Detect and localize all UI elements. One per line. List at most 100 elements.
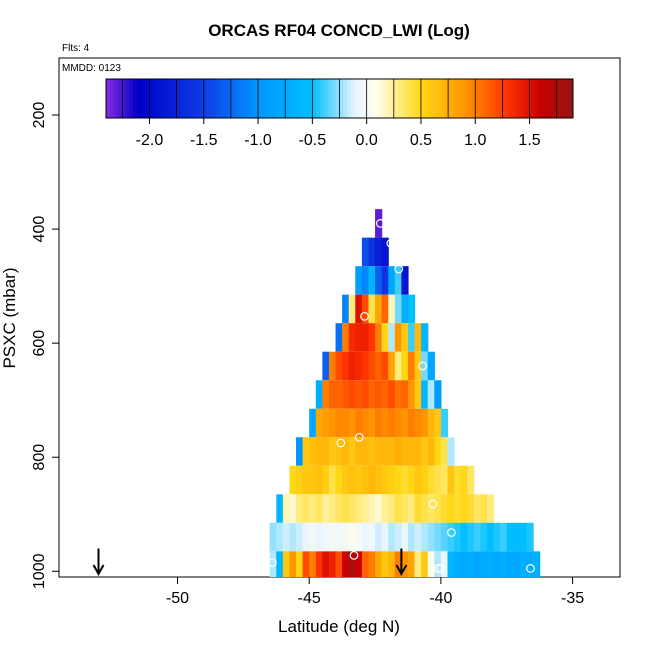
heatmap-cell	[434, 380, 442, 409]
colorbar-segment	[382, 79, 387, 118]
heatmap-cell	[309, 494, 317, 523]
colorbar-segment	[421, 79, 426, 118]
heatmap-cell	[454, 522, 462, 552]
colorbar-segment	[296, 79, 302, 118]
heatmap-cell	[401, 551, 409, 577]
heatmap-cell	[361, 494, 370, 523]
heatmap-cell	[394, 380, 402, 409]
heatmap-cell	[375, 551, 383, 577]
heatmap-cell	[381, 237, 389, 267]
colorbar-segment	[483, 79, 488, 118]
heatmap-cell	[388, 266, 396, 295]
heatmap-cell	[401, 351, 409, 381]
colorbar-segment	[502, 79, 508, 118]
colorbar-segment	[440, 79, 446, 118]
colorbar-segment	[273, 79, 278, 118]
heatmap-cell	[414, 465, 422, 495]
heatmap-cell	[335, 380, 343, 409]
heatmap-cell	[526, 522, 534, 552]
colorbar-segment	[530, 79, 535, 118]
colorbar-segment	[133, 79, 138, 118]
heatmap-cell	[421, 522, 429, 552]
heatmap-cell	[434, 408, 442, 438]
colorbar-segment	[308, 79, 313, 118]
heatmap-cell	[322, 522, 330, 552]
heatmap-cell	[289, 522, 297, 552]
heatmap-cell	[368, 266, 376, 295]
heatmap-cell	[467, 494, 475, 523]
heatmap-cell	[447, 437, 455, 466]
heatmap-cell	[375, 351, 383, 381]
heatmap-cell	[454, 494, 462, 523]
heatmap-cell	[348, 465, 356, 495]
colorbar-segment	[269, 79, 274, 118]
heatmap-cell	[486, 522, 495, 552]
heatmap-cell	[309, 437, 317, 466]
colorbar-segment	[351, 79, 356, 118]
sample-marker	[354, 432, 364, 442]
colorbar-segment	[343, 79, 348, 118]
colorbar-segment	[187, 79, 193, 118]
heatmap-cell	[269, 522, 277, 552]
heatmap-cell	[335, 551, 343, 577]
heatmap-cell	[407, 551, 416, 577]
heatmap-cell	[368, 408, 376, 438]
heatmap-cell	[401, 323, 409, 352]
heatmap-cell	[282, 494, 291, 523]
heatmap-cell	[375, 237, 383, 267]
colorbar-segment	[203, 79, 208, 118]
heatmap-cell	[368, 380, 376, 409]
heatmap-cell	[394, 323, 402, 352]
colorbar-segment	[109, 79, 115, 118]
colorbar-segment	[393, 79, 399, 118]
heatmap-cell	[368, 237, 376, 267]
heatmap-cell	[427, 522, 435, 552]
heatmap-cell	[361, 294, 370, 324]
colorbar-segment	[475, 79, 481, 118]
heatmap-cell	[302, 494, 310, 523]
heatmap-cell	[315, 465, 323, 495]
heatmap-cell	[407, 437, 416, 466]
colorbar-segment	[277, 79, 282, 118]
heatmap-cell	[388, 323, 396, 352]
heatmap-cell	[447, 522, 455, 552]
heatmap-cell	[302, 465, 310, 495]
heatmap-cell	[315, 551, 323, 577]
heatmap-cell	[375, 494, 383, 523]
colorbar-frame	[105, 78, 574, 119]
heatmap-cell	[328, 522, 337, 552]
heatmap-cell	[269, 551, 277, 577]
heatmap-cell	[440, 522, 449, 552]
heatmap-cell	[335, 494, 343, 523]
heatmap-cell	[407, 323, 416, 352]
sample-marker	[457, 385, 467, 395]
y-tick-label: 400	[31, 216, 48, 243]
heatmap-cell	[394, 351, 402, 381]
heatmap-cell	[368, 437, 376, 466]
heatmap-cell	[394, 266, 402, 295]
colorbar-segment	[432, 79, 438, 118]
colorbar-segment	[335, 79, 340, 118]
heatmap-cell	[480, 494, 488, 523]
colorbar-segment	[386, 79, 391, 118]
x-axis: -50 -45 -40 -35	[166, 577, 584, 607]
heatmap-cell	[434, 522, 442, 552]
heatmap-cell	[355, 294, 363, 324]
heatmap-cell	[355, 437, 363, 466]
heatmap-cell	[276, 522, 284, 552]
heatmap-cell	[447, 551, 455, 577]
heatmap-cell	[348, 323, 356, 352]
heatmap-cell	[407, 380, 416, 409]
heatmap-cell	[513, 551, 521, 577]
heatmap-cell	[368, 551, 376, 577]
heatmap-cell	[315, 522, 323, 552]
colorbar-segment	[429, 79, 434, 118]
heatmap-cell	[440, 437, 449, 466]
colorbar-tick-label: 0.5	[410, 132, 432, 149]
colorbar-segment	[214, 79, 220, 118]
sample-marker	[375, 218, 385, 228]
sample-marker	[526, 564, 535, 573]
heatmap-cell	[460, 465, 468, 495]
colorbar-segment	[378, 79, 383, 118]
colorbar-segment	[288, 79, 294, 118]
